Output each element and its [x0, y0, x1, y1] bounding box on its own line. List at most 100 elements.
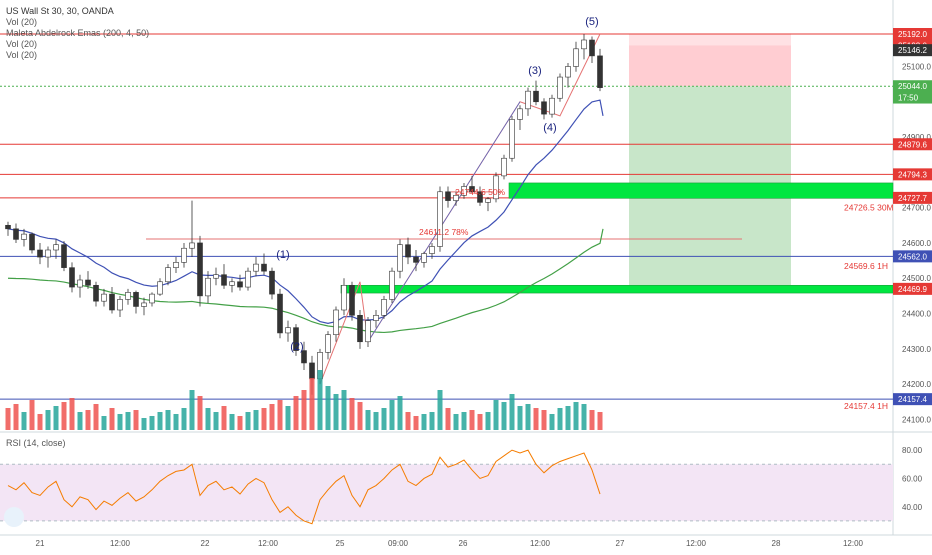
- candle[interactable]: [573, 48, 579, 67]
- candle[interactable]: [277, 293, 283, 334]
- price-badge[interactable]: [893, 44, 932, 57]
- candle[interactable]: [77, 279, 83, 288]
- candle[interactable]: [357, 314, 363, 343]
- candle[interactable]: [93, 284, 99, 302]
- ema-slow-line[interactable]: [7, 228, 604, 334]
- candle[interactable]: [205, 277, 211, 297]
- price-badge[interactable]: [893, 28, 932, 40]
- candle[interactable]: [45, 249, 51, 258]
- candle[interactable]: [197, 242, 203, 297]
- candle[interactable]: [381, 299, 387, 316]
- candle[interactable]: [309, 362, 315, 380]
- price-badge[interactable]: [893, 80, 932, 93]
- candle[interactable]: [389, 270, 395, 300]
- candle[interactable]: [485, 198, 491, 203]
- candle[interactable]: [13, 228, 19, 240]
- candle[interactable]: [469, 186, 475, 193]
- candle[interactable]: [293, 327, 299, 351]
- candle[interactable]: [413, 256, 419, 263]
- candle[interactable]: [349, 284, 355, 316]
- candle[interactable]: [365, 320, 371, 343]
- price-badge[interactable]: [893, 138, 932, 151]
- candle[interactable]: [189, 242, 195, 249]
- candle[interactable]: [85, 279, 91, 286]
- candle[interactable]: [597, 55, 603, 88]
- stop-loss-zone[interactable]: [629, 45, 791, 87]
- candle[interactable]: [461, 186, 467, 196]
- candle[interactable]: [21, 233, 27, 240]
- price-badge[interactable]: [893, 250, 932, 263]
- candle[interactable]: [261, 263, 267, 272]
- candle[interactable]: [549, 97, 555, 115]
- candle[interactable]: [477, 191, 483, 203]
- candle[interactable]: [445, 191, 451, 201]
- candle[interactable]: [557, 76, 563, 99]
- candle[interactable]: [325, 334, 331, 353]
- candle[interactable]: [565, 66, 571, 78]
- candle[interactable]: [525, 90, 531, 110]
- ema-fast-line[interactable]: [7, 99, 604, 324]
- price-badge[interactable]: [893, 191, 932, 204]
- candle[interactable]: [509, 119, 515, 159]
- candle[interactable]: [397, 244, 403, 272]
- price-badge[interactable]: [893, 91, 932, 104]
- candle[interactable]: [453, 194, 459, 201]
- candle[interactable]: [245, 270, 251, 288]
- candle[interactable]: [437, 191, 443, 247]
- tradingview-logo-icon[interactable]: [4, 507, 24, 527]
- candle[interactable]: [157, 281, 163, 295]
- candle[interactable]: [149, 293, 155, 304]
- candle[interactable]: [117, 299, 123, 311]
- rsi-legend[interactable]: RSI (14, close): [6, 438, 66, 448]
- symbol-title[interactable]: US Wall St 30, 30, OANDA: [6, 6, 114, 16]
- candle[interactable]: [221, 274, 227, 286]
- candle[interactable]: [53, 244, 59, 251]
- indicator-vol-3[interactable]: Vol (20): [6, 50, 38, 60]
- candle[interactable]: [421, 253, 427, 263]
- price-badge[interactable]: [893, 168, 932, 181]
- indicator-vol-1[interactable]: Vol (20): [6, 17, 38, 27]
- candle[interactable]: [269, 270, 275, 295]
- candle[interactable]: [181, 247, 187, 263]
- candle[interactable]: [165, 267, 171, 283]
- candle[interactable]: [541, 101, 547, 115]
- candle[interactable]: [229, 281, 235, 286]
- candle[interactable]: [333, 309, 339, 336]
- candle[interactable]: [501, 157, 507, 177]
- candle[interactable]: [517, 108, 523, 120]
- candle[interactable]: [5, 224, 11, 230]
- candle[interactable]: [253, 263, 259, 272]
- candle[interactable]: [141, 302, 147, 307]
- candle[interactable]: [341, 284, 347, 311]
- candle[interactable]: [429, 246, 435, 254]
- price-badge[interactable]: [893, 393, 932, 406]
- candle[interactable]: [301, 350, 307, 364]
- candle[interactable]: [101, 293, 107, 302]
- trend-channel-line[interactable]: [367, 101, 521, 342]
- price-badge[interactable]: [893, 282, 932, 295]
- rsi-line[interactable]: [7, 449, 601, 525]
- candle[interactable]: [237, 281, 243, 288]
- candle[interactable]: [37, 249, 43, 258]
- candle[interactable]: [285, 327, 291, 334]
- candle[interactable]: [69, 267, 75, 288]
- candle[interactable]: [493, 175, 499, 200]
- candle[interactable]: [581, 39, 587, 50]
- stop-loss-zone-top[interactable]: [629, 34, 791, 46]
- candle[interactable]: [125, 292, 131, 300]
- candle[interactable]: [589, 39, 595, 57]
- indicator-vol-2[interactable]: Vol (20): [6, 39, 38, 49]
- candle[interactable]: [533, 90, 539, 103]
- candle[interactable]: [61, 244, 67, 268]
- indicator-ema[interactable]: Maleta Abdelrock Emas (200, 4, 50): [6, 28, 150, 38]
- candle[interactable]: [373, 314, 379, 321]
- candle[interactable]: [133, 292, 139, 307]
- candle[interactable]: [29, 233, 35, 251]
- candle[interactable]: [109, 293, 115, 311]
- candle[interactable]: [405, 244, 411, 258]
- zone-30m[interactable]: [508, 182, 894, 199]
- candle[interactable]: [213, 274, 219, 279]
- candle[interactable]: [173, 262, 179, 268]
